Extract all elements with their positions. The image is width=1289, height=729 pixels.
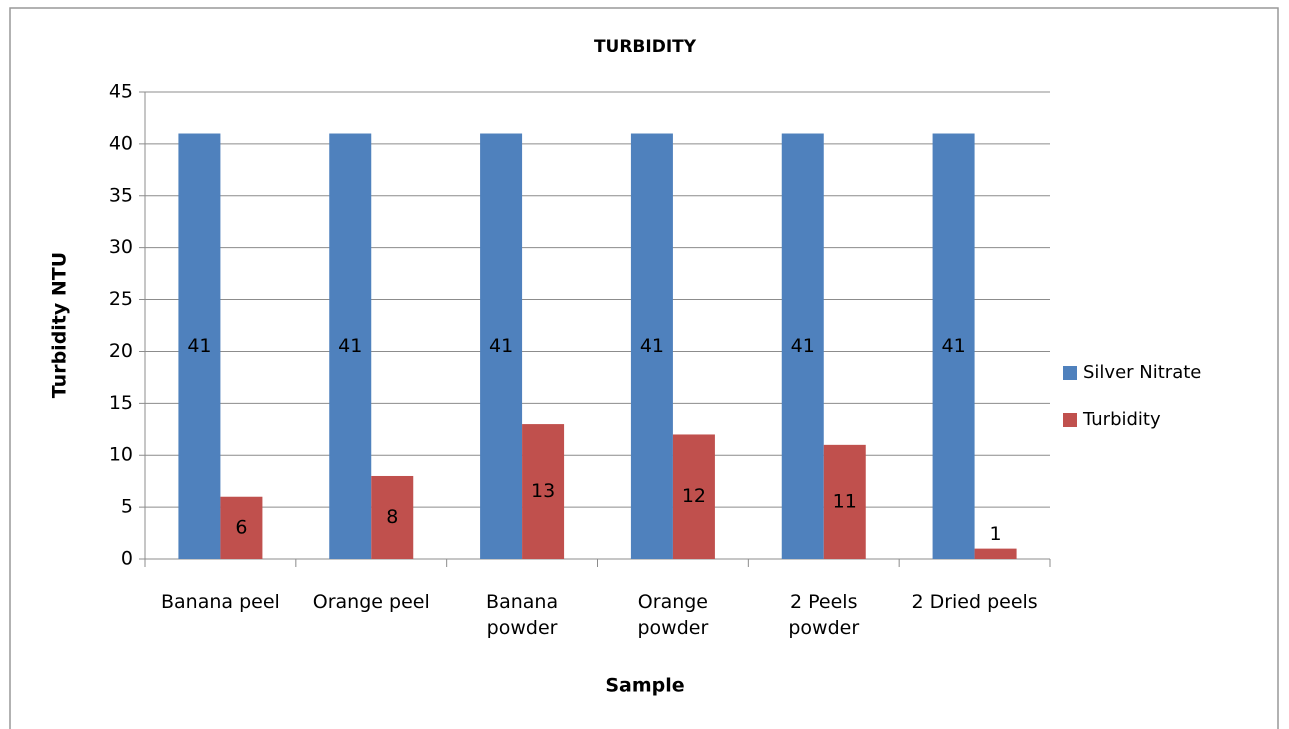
y-tick-label: 40: [109, 132, 133, 154]
y-tick-label: 20: [109, 340, 133, 362]
x-tick-label: 2 Peels powder: [788, 591, 860, 639]
x-tick-label: Orange peel: [312, 591, 430, 613]
bar: [672, 434, 715, 559]
y-tick-label: 0: [121, 548, 133, 570]
data-label: 41: [791, 335, 815, 357]
bar: [630, 133, 673, 559]
chart-title: TURBIDITY: [594, 37, 697, 57]
data-label: 41: [941, 335, 965, 357]
x-tick-label: Orange powder: [637, 591, 709, 639]
bar: [371, 475, 414, 559]
y-tick-label: 45: [109, 81, 133, 103]
data-label: 41: [489, 335, 513, 357]
y-tick-label: 10: [109, 444, 133, 466]
bar: [220, 496, 263, 559]
data-label: 41: [338, 335, 362, 357]
bar: [178, 133, 221, 559]
y-tick-label: 30: [109, 236, 133, 258]
bar: [480, 133, 523, 559]
data-label: 1: [990, 523, 1002, 545]
bar: [974, 548, 1017, 559]
bar: [329, 133, 372, 559]
data-label: 8: [386, 506, 398, 528]
x-tick-label: Banana peel: [161, 591, 280, 613]
data-label: 13: [531, 480, 555, 502]
x-tick-label: Banana powder: [486, 591, 559, 639]
data-label: 11: [833, 490, 857, 512]
data-label: 12: [682, 485, 706, 507]
legend-swatch: [1063, 366, 1077, 380]
y-tick-label: 5: [121, 496, 133, 518]
y-tick-label: 35: [109, 184, 133, 206]
y-axis-title: Turbidity NTU: [49, 252, 71, 398]
legend-label: Turbidity: [1082, 409, 1161, 430]
y-tick-label: 15: [109, 392, 133, 414]
bar: [781, 133, 824, 559]
x-tick-label: 2 Dried peels: [911, 591, 1038, 613]
data-label: 41: [187, 335, 211, 357]
legend-swatch: [1063, 413, 1077, 427]
data-label: 41: [640, 335, 664, 357]
bar: [522, 424, 565, 559]
legend-label: Silver Nitrate: [1083, 362, 1201, 383]
x-axis-title: Sample: [605, 675, 684, 697]
data-label: 6: [235, 516, 247, 538]
y-tick-label: 25: [109, 288, 133, 310]
bar: [823, 444, 866, 559]
bar: [932, 133, 975, 559]
